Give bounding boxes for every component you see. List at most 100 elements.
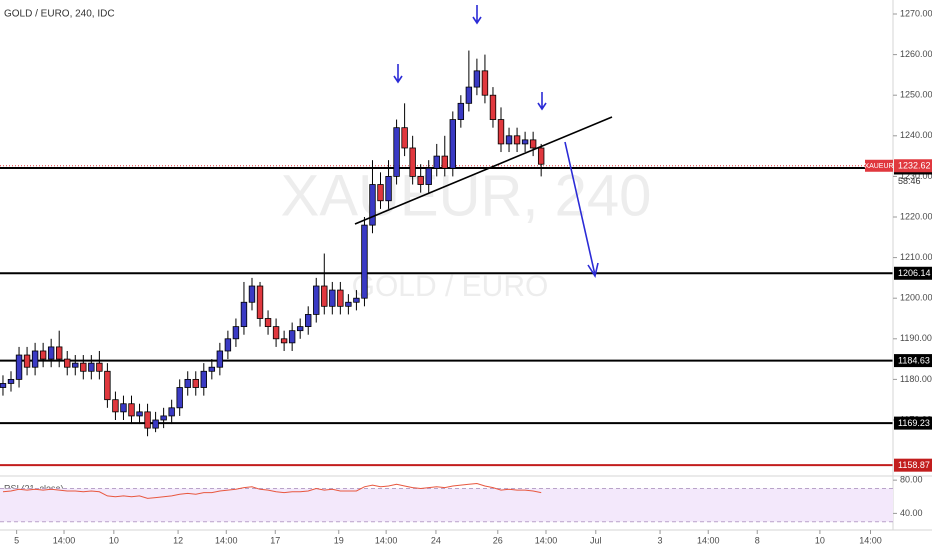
candle-body: [425, 167, 432, 185]
y2-tick-label: 40.00: [900, 508, 923, 518]
candle-body: [288, 330, 296, 344]
level-label-box: [894, 354, 932, 368]
candle-body: [505, 135, 513, 145]
candle-body: [15, 354, 23, 380]
annotation-arrows: [393, 5, 599, 279]
y-tick-label: 1270.00: [900, 8, 932, 18]
last-price-symbol-box: [865, 159, 893, 172]
candle-body: [224, 338, 232, 352]
candle-body: [393, 127, 400, 177]
candle-body: [152, 419, 159, 429]
candle-body: [56, 346, 63, 360]
arrow: [537, 92, 547, 111]
level-label-box: [894, 416, 932, 430]
arrow: [393, 64, 403, 84]
x-tick-label: 5: [14, 535, 19, 545]
watermark-description: GOLD / EURO: [352, 270, 549, 303]
candle-body: [112, 399, 119, 413]
candle-body: [47, 346, 55, 360]
candle-body: [200, 370, 207, 388]
candle-body: [120, 403, 127, 413]
candle-body: [529, 139, 537, 149]
x-tick-label: 26: [493, 535, 503, 545]
x-tick-label: 14:00: [375, 535, 398, 545]
y-tick-label: 1260.00: [900, 49, 932, 59]
candle-body: [385, 175, 392, 202]
candle-body: [465, 86, 473, 104]
candle-body: [216, 350, 224, 368]
rsi-line: [2, 482, 542, 499]
candle-body: [256, 285, 264, 319]
candle-body: [0, 383, 7, 388]
watermark-symbol: XAUEUR, 240: [281, 163, 652, 228]
candle-body: [192, 378, 199, 388]
level-label-box: [894, 266, 932, 280]
candle-body: [96, 362, 103, 372]
y-tick-label: 1190.00: [900, 333, 932, 343]
candle-body: [64, 358, 71, 368]
x-tick-label: 14:00: [215, 535, 238, 545]
candle-body: [104, 370, 111, 401]
arrow: [472, 5, 482, 25]
x-tick-label: 8: [755, 535, 760, 545]
rsi-band: [0, 488, 893, 522]
candle-body: [401, 127, 408, 149]
x-tick-label: 14:00: [697, 535, 720, 545]
arrow: [564, 141, 599, 279]
x-tick-label: 3: [658, 535, 663, 545]
candle-body: [345, 301, 352, 307]
y2-tick-label: 80.00: [900, 475, 923, 485]
candle-body: [441, 155, 448, 169]
candle-body: [248, 285, 256, 303]
candle-body: [240, 301, 248, 328]
candle-body: [377, 184, 384, 202]
candle-body: [521, 139, 529, 145]
candle-body: [417, 175, 424, 185]
plot-area: [0, 50, 893, 467]
candle-body: [264, 318, 272, 328]
candle-body: [537, 147, 545, 165]
candle-body: [489, 94, 497, 120]
candle-body: [449, 119, 457, 169]
candle-body: [31, 350, 39, 368]
candle-body: [337, 289, 344, 307]
x-tick-label: Jul: [590, 535, 602, 545]
candle-body: [176, 387, 183, 409]
candle-body: [457, 102, 465, 120]
candle-body: [361, 224, 368, 299]
x-tick-label: 19: [334, 535, 344, 545]
candle-body: [313, 285, 320, 315]
candle-body: [88, 362, 95, 372]
level-label: 1206.14: [898, 268, 931, 278]
level-label-box: [894, 458, 932, 472]
candle-body: [208, 366, 216, 372]
candle-body: [329, 289, 336, 307]
countdown: 58:46: [898, 176, 921, 186]
candle-body: [168, 407, 175, 417]
candle-body: [72, 362, 79, 368]
candle-body: [369, 184, 376, 226]
x-tick-label: 17: [270, 535, 280, 545]
y-tick-label: 1220.00: [900, 211, 932, 221]
last-price-box: [894, 159, 932, 173]
x-tick-label: 10: [815, 535, 825, 545]
candle-body: [321, 285, 328, 307]
x-tick-label: 10: [109, 535, 119, 545]
x-tick-label: 12: [173, 535, 183, 545]
candle-body: [144, 411, 151, 429]
chart-title: GOLD / EURO, 240, IDC: [4, 9, 115, 20]
y-tick-label: 1240.00: [900, 130, 932, 140]
last-price-symbol: XAUEUR: [864, 163, 893, 170]
y-tick-label: 1250.00: [900, 90, 932, 100]
candle-body: [481, 70, 489, 96]
candle-body: [7, 378, 15, 384]
last-price-label: 1232.62: [898, 161, 931, 171]
x-tick-label: 14:00: [53, 535, 76, 545]
candle-body: [497, 119, 505, 145]
y-tick-label: 1210.00: [900, 252, 932, 262]
candle-body: [23, 354, 31, 368]
candle-body: [232, 326, 240, 340]
candle-body: [409, 147, 416, 177]
